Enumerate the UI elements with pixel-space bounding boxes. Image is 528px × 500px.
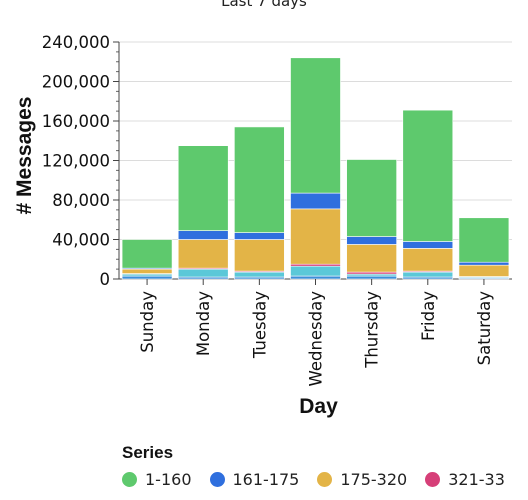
legend-label: 1-160 [145,470,192,489]
bar-segment [121,239,173,269]
bar-segment [121,268,173,274]
bar-segment [234,126,285,233]
bar-segment [402,241,454,249]
x-tick-label: Saturday [475,291,494,366]
bar-segment [290,275,341,280]
bar-segment [346,275,397,280]
chart-subtitle: Last 7 days [221,0,307,10]
legend-swatch [425,472,441,487]
bar-segment [177,239,229,269]
legend-swatch [209,472,225,487]
x-tick-label: Sunday [138,291,157,353]
stacked-bar-chart: 0 40,000 80,000 120,000 160,000 200,000 240,00… [13,33,512,418]
legend-label: 175-320 [340,470,408,489]
bar-segment [290,192,341,210]
bar-segment [458,217,510,263]
bar-segment [346,236,397,245]
y-tick-label: 200,000 [42,73,110,92]
legend: 1-160 161-175 175-320 321-33 [122,470,523,489]
y-tick-label: 120,000 [42,152,110,171]
bar-segment [346,159,397,237]
y-tick-label: 0 [100,270,111,289]
legend-item: 1-160 [122,470,192,489]
bar-segment [290,208,341,265]
y-tick-label: 240,000 [42,33,110,52]
bar-segment [402,271,454,278]
legend-swatch [122,472,137,487]
bar-segment [177,230,229,240]
bar-segment [346,244,397,273]
bar-segment [234,239,285,272]
x-axis-title: Day [299,395,338,418]
x-tick-label: Wednesday [307,291,326,387]
legend-label: 161-175 [232,470,300,489]
legend-item: 321-33 [425,470,505,489]
y-tick-label: 80,000 [52,191,110,210]
bar-segment [402,109,454,242]
bar-segment [290,265,341,277]
bar-segment [177,268,229,278]
x-tick-label: Thursday [363,291,382,369]
bar-segment [234,271,285,278]
legend-item: 161-175 [209,470,300,489]
y-tick-label: 40,000 [52,231,110,250]
x-tick-label: Monday [194,291,213,356]
legend-title: Series [122,443,174,462]
bar-segment [234,232,285,240]
bar-segment [121,275,173,280]
y-tick-label: 160,000 [42,112,110,131]
legend-label: 321-33 [448,470,505,489]
bar-segment [290,57,341,194]
y-axis-title: # Messages [13,97,36,215]
x-tick-label: Friday [419,291,438,341]
legend-swatch [317,472,333,487]
bar-segment [177,145,229,231]
bar-segment [458,264,510,277]
x-tick-label: Tuesday [250,291,269,359]
bar-segment [458,261,510,266]
legend-item: 175-320 [317,470,407,489]
bar-segment [402,248,454,272]
